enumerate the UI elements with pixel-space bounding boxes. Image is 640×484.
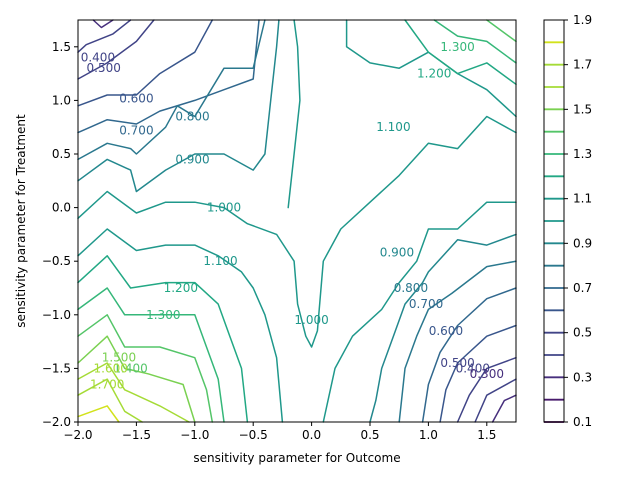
colorbar-tick-label-4: 0.9: [573, 236, 592, 250]
contour-label-18: 0.600: [429, 324, 463, 338]
contour-line-13: [404, 19, 517, 86]
contour-line-16: [77, 314, 214, 423]
contour-line-8: [287, 19, 301, 209]
contour-label-0: 0.400: [81, 51, 115, 65]
x-axis: −2.0 −1.5 −1.0 −0.5 0.0 0.5 1.0 1.5: [63, 422, 496, 442]
colorbar-tick-label-5: 1.1: [573, 192, 592, 206]
contour-label-19: 0.500: [440, 356, 474, 370]
colorbar: 0.1 0.3 0.5 0.7 0.9 1.1 1.3 1.5 1.7 1.9: [543, 13, 592, 429]
contour-line-1: [77, 19, 132, 53]
contour-line-23: [398, 260, 517, 423]
contour-line-26: [456, 356, 517, 423]
y-tick-label-6: 1.0: [52, 93, 71, 107]
contour-label-9: 1.300: [146, 308, 180, 322]
contour-line-12: [77, 255, 249, 423]
contour-label-11: 1.500: [102, 351, 136, 365]
contour-label-13: 1.700: [90, 378, 124, 392]
y-tick-label-5: 0.5: [52, 147, 71, 161]
y-tick-label-7: 1.5: [52, 40, 71, 54]
contour-line-27: [474, 378, 517, 423]
contour-line-3: [77, 19, 214, 107]
colorbar-tick-label-1: 0.3: [573, 370, 592, 384]
contour-label-6: 1.000: [207, 201, 241, 215]
x-tick-label-1: −1.5: [122, 428, 151, 442]
contour-line-14: [77, 287, 225, 423]
colorbar-tick-label-6: 1.3: [573, 147, 592, 161]
contour-label-5: 0.900: [175, 152, 209, 166]
colorbar-tick-label-0: 0.1: [573, 415, 592, 429]
contour-label-1: 0.500: [87, 61, 121, 75]
contour-label-7: 1.100: [203, 254, 237, 268]
contour-line-10: [322, 201, 517, 423]
x-tick-label-3: −0.5: [239, 428, 268, 442]
y-tick-label-1: −1.5: [42, 361, 71, 375]
y-tick-label-0: −2.0: [42, 415, 71, 429]
contour-line-11: [345, 19, 517, 118]
contour-line-5: [77, 19, 266, 161]
x-tick-label-4: 0.0: [302, 428, 321, 442]
colorbar-tick-label-2: 0.5: [573, 326, 592, 340]
contour-label-16: 0.800: [394, 281, 428, 295]
contour-line-17: [486, 19, 517, 43]
contour-line-21: [77, 405, 120, 423]
y-tick-label-4: 0.0: [52, 201, 71, 215]
contour-lines: [77, 19, 517, 423]
contour-label-17: 0.700: [409, 297, 443, 311]
y-axis: −2.0 −1.5 −1.0 −0.5 0.0 0.5 1.0 1.5: [42, 40, 78, 429]
x-tick-label-2: −1.0: [180, 428, 209, 442]
plot-frame: [77, 19, 517, 423]
colorbar-tick-label-7: 1.5: [573, 102, 592, 116]
contour-label-4: 0.800: [175, 110, 209, 124]
colorbar-tick-label-9: 1.9: [573, 13, 592, 27]
contour-line-15: [433, 19, 517, 64]
colorbar-frame: [543, 19, 565, 423]
x-axis-label: sensitivity parameter for Outcome: [193, 451, 400, 465]
contour-labels: 0.4000.5000.6000.7000.8000.9001.0001.100…: [81, 40, 504, 392]
contour-line-6: [77, 19, 280, 193]
contour-label-20: 0.400: [456, 361, 490, 375]
contour-line-22: [369, 233, 517, 423]
contour-label-10: 1.400: [113, 361, 147, 375]
contour-label-2: 0.600: [119, 91, 153, 105]
contour-line-18: [77, 335, 196, 423]
x-tick-label-7: 1.5: [477, 428, 496, 442]
x-tick-label-6: 1.0: [419, 428, 438, 442]
contour-line-19: [77, 362, 190, 423]
contour-label-15: 0.900: [380, 246, 414, 260]
contour-label-22: 1.100: [376, 120, 410, 134]
contour-label-21: 0.300: [470, 367, 504, 381]
contour-line-28: [491, 394, 517, 423]
colorbar-tick-label-3: 0.7: [573, 281, 592, 295]
x-tick-label-5: 0.5: [360, 428, 379, 442]
x-tick-label-0: −2.0: [63, 428, 92, 442]
y-tick-label-3: −0.5: [42, 254, 71, 268]
contour-label-23: 1.200: [417, 67, 451, 81]
contour-label-24: 1.300: [440, 40, 474, 54]
y-tick-label-2: −1.0: [42, 308, 71, 322]
contour-line-24: [421, 287, 517, 423]
contour-label-12: 1.600: [94, 361, 128, 375]
contour-label-3: 0.700: [119, 123, 153, 137]
contour-line-9: [77, 228, 284, 423]
contour-label-14: 1.000: [294, 313, 328, 327]
contour-line-20: [77, 378, 143, 423]
contour-label-8: 1.200: [164, 281, 198, 295]
contour-line-2: [77, 19, 155, 80]
contour-line-0: [92, 19, 114, 29]
contour-line-25: [439, 324, 517, 423]
y-axis-label: sensitivity parameter for Treatment: [14, 114, 28, 328]
contour-line-7: [77, 115, 517, 348]
colorbar-tick-label-8: 1.7: [573, 58, 592, 72]
